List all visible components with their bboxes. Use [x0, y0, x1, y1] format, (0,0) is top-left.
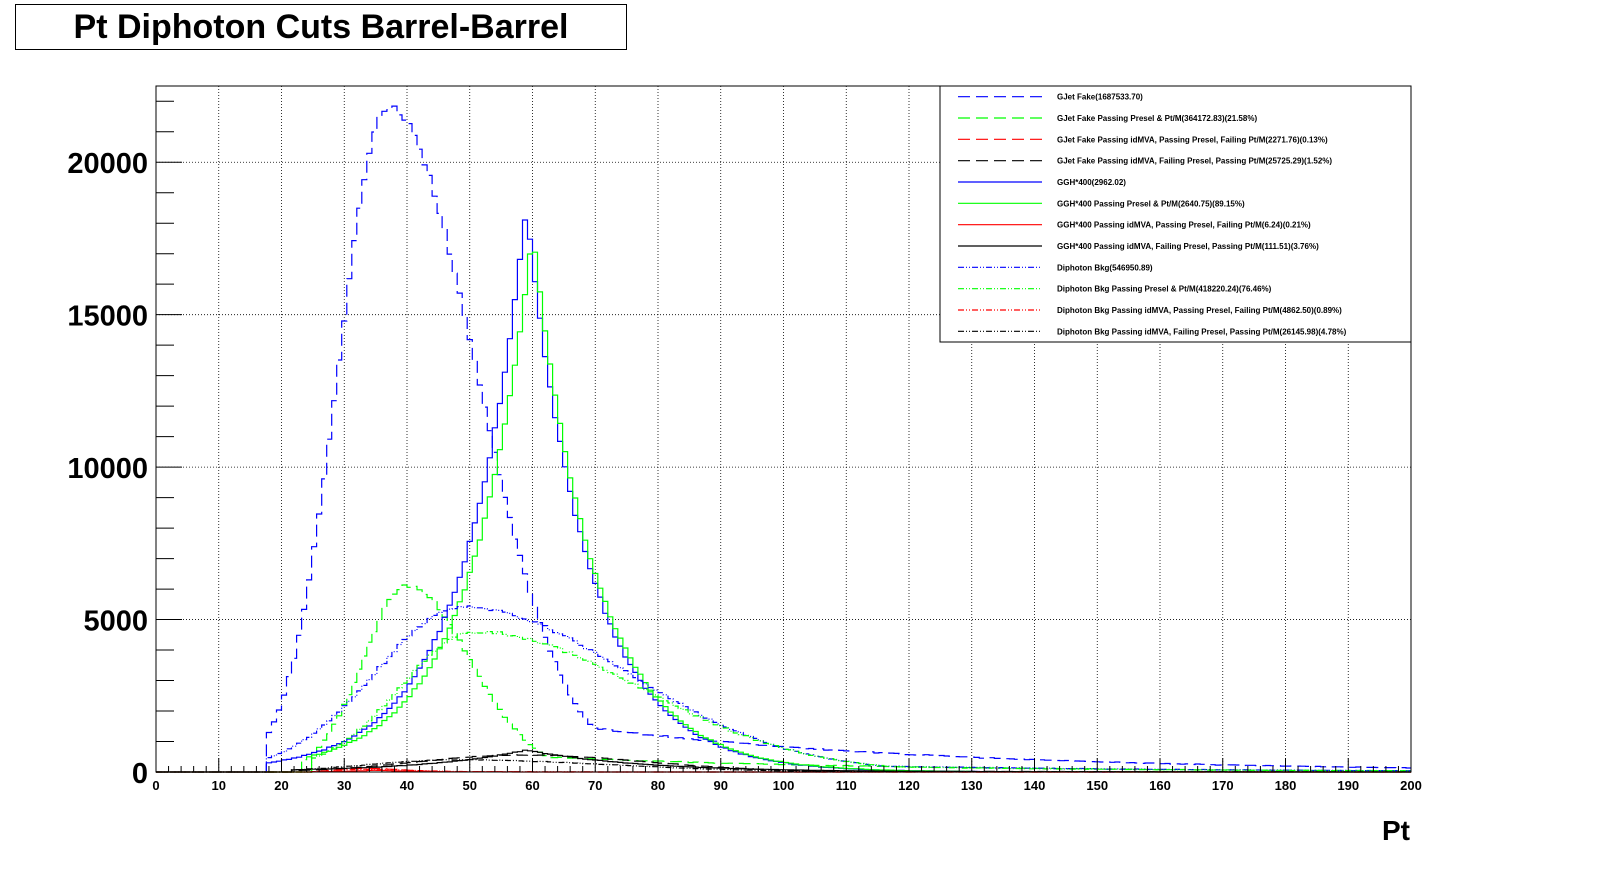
y-tick-label: 0	[132, 758, 148, 790]
x-tick-label: 10	[212, 778, 226, 793]
x-tick-label: 60	[525, 778, 539, 793]
chart-title: Pt Diphoton Cuts Barrel-Barrel	[73, 7, 569, 46]
y-tick-label: 10000	[67, 453, 148, 485]
legend-entry: GJet Fake Passing idMVA, Failing Presel,…	[1057, 157, 1332, 166]
legend-entry: Diphoton Bkg Passing idMVA, Passing Pres…	[1057, 306, 1342, 315]
y-tick-label: 15000	[67, 301, 148, 333]
x-tick-label: 130	[961, 778, 983, 793]
legend-entry: GGH*400 Passing idMVA, Passing Presel, F…	[1057, 221, 1311, 230]
legend-box	[939, 85, 1412, 343]
x-tick-label: 80	[651, 778, 665, 793]
legend-entry: Diphoton Bkg Passing Presel & Pt/M(41822…	[1057, 285, 1272, 294]
x-tick-label: 20	[274, 778, 288, 793]
x-tick-label: 110	[836, 778, 857, 793]
x-tick-label: 100	[773, 778, 795, 793]
legend-entry: GGH*400 Passing Presel & Pt/M(2640.75)(8…	[1057, 199, 1245, 208]
legend-entry: GJet Fake(1687533.70)	[1057, 93, 1143, 102]
y-tick-label: 5000	[83, 606, 148, 638]
x-tick-label: 0	[152, 778, 159, 793]
legend-entry: GGH*400(2962.02)	[1057, 178, 1126, 187]
y-tick-label: 20000	[67, 148, 148, 180]
x-axis-label: Pt	[1382, 815, 1410, 846]
x-tick-label: 180	[1275, 778, 1297, 793]
x-tick-label: 200	[1400, 778, 1422, 793]
x-tick-label: 50	[463, 778, 477, 793]
legend-entry: Diphoton Bkg Passing idMVA, Failing Pres…	[1057, 327, 1347, 336]
legend-entry: GGH*400 Passing idMVA, Failing Presel, P…	[1057, 242, 1319, 251]
x-tick-label: 120	[898, 778, 920, 793]
x-tick-label: 150	[1086, 778, 1108, 793]
x-tick-label: 40	[400, 778, 414, 793]
chart-title-box: Pt Diphoton Cuts Barrel-Barrel	[15, 4, 627, 50]
axes: 0 10 20 30 40 50 60 70 80 90 100 110 120 130 140 150 160…	[67, 100, 1422, 793]
x-tick-label: 190	[1337, 778, 1359, 793]
series-line-1	[156, 105, 1411, 773]
legend-entry: GJet Fake Passing Presel & Pt/M(364172.8…	[1057, 114, 1257, 123]
x-tick-label: 170	[1212, 778, 1234, 793]
x-tick-label: 70	[588, 778, 602, 793]
x-tick-label: 140	[1024, 778, 1046, 793]
legend-entry: GJet Fake Passing idMVA, Passing Presel,…	[1057, 135, 1328, 144]
series-line-10	[156, 631, 1411, 773]
x-tick-label: 90	[714, 778, 728, 793]
legend-entry: Diphoton Bkg(546950.89)	[1057, 263, 1153, 272]
legend: GJet Fake(1687533.70) GJet Fake Passing P…	[939, 85, 1412, 343]
x-tick-label: 160	[1149, 778, 1171, 793]
x-tick-label: 30	[337, 778, 351, 793]
